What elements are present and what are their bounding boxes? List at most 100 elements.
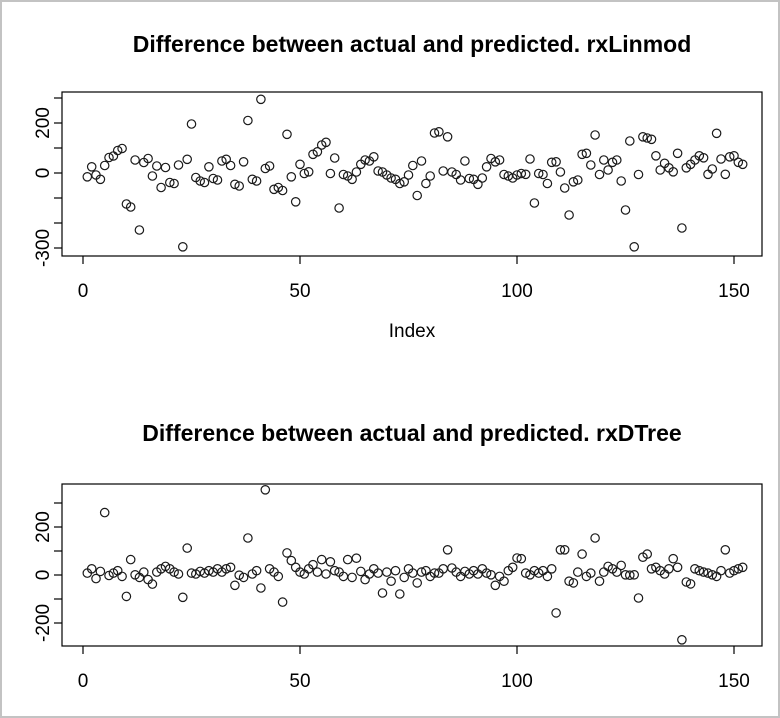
data-point (334, 203, 344, 213)
data-point (147, 171, 158, 181)
data-point (117, 571, 127, 582)
data-point (490, 157, 501, 167)
data-point (234, 570, 244, 580)
data-point (533, 168, 544, 179)
data-point (329, 565, 340, 576)
data-point (329, 153, 340, 163)
plot-box (61, 91, 763, 257)
data-point (99, 160, 110, 171)
data-point (672, 148, 683, 159)
data-point (104, 152, 114, 163)
data-point (551, 157, 561, 167)
data-point (212, 175, 223, 185)
data-point (386, 576, 396, 586)
data-point (99, 507, 110, 518)
x-tick-label: 150 (718, 671, 750, 692)
x-tick-label: 100 (501, 671, 533, 692)
data-point (585, 160, 596, 170)
data-point (455, 175, 466, 185)
data-point (707, 164, 718, 174)
data-point (481, 162, 492, 172)
data-point (277, 597, 288, 607)
data-point (299, 168, 310, 179)
data-point (416, 156, 427, 166)
data-point (624, 136, 635, 146)
data-point (152, 161, 162, 171)
data-point (412, 578, 422, 588)
data-point (282, 129, 292, 140)
data-point (234, 181, 244, 191)
data-point (165, 177, 175, 188)
data-point (598, 155, 609, 165)
data-point (568, 578, 579, 588)
data-point (312, 147, 323, 157)
data-point (646, 564, 657, 574)
data-point (677, 223, 687, 233)
data-point (186, 568, 197, 578)
data-point (256, 94, 266, 105)
data-point (594, 576, 605, 586)
data-point (529, 198, 540, 208)
data-point (282, 548, 292, 558)
data-point (551, 608, 561, 618)
data-point (716, 565, 726, 576)
data-point (390, 565, 401, 576)
data-point (664, 564, 674, 574)
data-point (737, 159, 748, 170)
data-point (394, 178, 405, 189)
data-point (546, 157, 557, 168)
data-point (733, 564, 744, 574)
data-point (729, 565, 739, 576)
y-tick-label: 0 (33, 570, 54, 581)
data-point (230, 580, 240, 591)
data-point (338, 169, 349, 180)
data-point (716, 154, 726, 164)
data-point (542, 571, 553, 582)
x-tick-label: 50 (289, 671, 310, 692)
data-point (182, 543, 192, 553)
data-point (577, 549, 587, 559)
data-point (520, 169, 531, 180)
chart-rxlinmod: Difference between actual and predicted.… (33, 31, 763, 342)
data-point (464, 173, 475, 184)
data-point (729, 151, 739, 161)
data-point (694, 151, 705, 161)
data-point (251, 176, 262, 186)
data-point (624, 570, 635, 580)
data-point (134, 225, 145, 235)
data-point (347, 174, 357, 185)
data-point (121, 591, 132, 602)
data-point (577, 149, 587, 160)
data-point (611, 155, 622, 165)
x-tick-label: 50 (289, 281, 310, 302)
data-point (169, 567, 179, 577)
data-point (499, 169, 509, 180)
data-point (555, 545, 566, 555)
data-point (399, 572, 409, 583)
data-point (147, 579, 158, 589)
data-point (377, 588, 388, 598)
data-point (564, 576, 574, 586)
chart-title-rxlinmod: Difference between actual and predicted.… (133, 31, 692, 57)
data-point (368, 152, 379, 162)
x-tick-label: 0 (78, 671, 89, 692)
data-point (373, 166, 383, 176)
data-point (403, 170, 414, 180)
data-point (698, 567, 709, 577)
data-point (516, 168, 527, 179)
data-point (494, 155, 505, 165)
data-point (620, 205, 631, 215)
data-point (642, 133, 652, 143)
plot-area-rxlinmod: 0 50 100 150 -300 0 200 (33, 91, 763, 302)
data-point (91, 573, 101, 584)
data-point (425, 171, 435, 181)
y-tick-label: 0 (33, 168, 54, 179)
data-point (633, 169, 644, 180)
data-point (703, 169, 713, 180)
data-point (525, 154, 535, 164)
data-point (490, 580, 501, 591)
data-point (707, 570, 718, 580)
data-point (520, 568, 531, 578)
data-point (95, 174, 106, 185)
data-point (499, 576, 509, 586)
